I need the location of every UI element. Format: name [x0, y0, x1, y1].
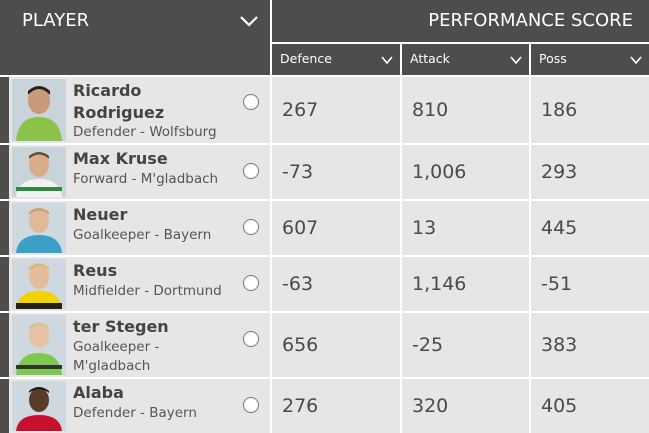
chevron-down-icon[interactable] — [629, 53, 643, 67]
attack-cell: -25 — [402, 313, 529, 377]
player-name: Max Kruse — [73, 149, 168, 168]
attack-cell: 1,006 — [402, 145, 529, 199]
player-photo — [12, 315, 66, 375]
defence-cell: 656 — [272, 313, 400, 377]
chevron-down-icon[interactable] — [509, 53, 523, 67]
player-select-radio[interactable] — [243, 397, 259, 413]
player-photo — [12, 203, 66, 253]
table-row: Ricardo Rodriguez Defender - Wolfsburg 26… — [0, 77, 649, 143]
row-gutter — [0, 379, 9, 433]
poss-header-label: Poss — [539, 51, 567, 66]
performance-header-label: PERFORMANCE SCORE — [428, 10, 633, 31]
chevron-down-icon[interactable] — [380, 53, 394, 67]
poss-cell: 405 — [531, 379, 649, 433]
player-name: Alaba — [73, 383, 124, 402]
defence-cell: 607 — [272, 201, 400, 255]
player-header-label: PLAYER — [22, 10, 90, 31]
table-row: Neuer Goalkeeper - Bayern 607 13 445 — [0, 201, 649, 255]
row-gutter — [0, 201, 9, 255]
player-position-club: Defender - Wolfsburg — [73, 124, 217, 140]
player-cell: Ricardo Rodriguez Defender - Wolfsburg — [9, 77, 270, 143]
player-position-club: Forward - M'gladbach — [73, 171, 219, 187]
player-cell: Max Kruse Forward - M'gladbach — [9, 145, 270, 199]
table-row: ter Stegen Goalkeeper - M'gladbach 656 -2… — [0, 313, 649, 377]
poss-cell: 383 — [531, 313, 649, 377]
defence-cell: 276 — [272, 379, 400, 433]
player-name: Ricardo Rodriguez — [73, 81, 165, 122]
table-row: Max Kruse Forward - M'gladbach -73 1,006… — [0, 145, 649, 199]
row-gutter — [0, 257, 9, 311]
player-position-club: Goalkeeper - M'gladbach — [73, 339, 160, 374]
row-gutter — [0, 145, 9, 199]
poss-cell: 293 — [531, 145, 649, 199]
defence-header-label: Defence — [280, 51, 332, 66]
player-position-club: Midfielder - Dortmund — [73, 283, 222, 299]
player-select-radio[interactable] — [243, 163, 259, 179]
defence-cell: -73 — [272, 145, 400, 199]
chevron-down-icon[interactable] — [238, 10, 260, 32]
defence-column-header[interactable]: Defence — [272, 44, 400, 75]
defence-cell: 267 — [272, 77, 400, 143]
attack-cell: 320 — [402, 379, 529, 433]
attack-cell: 810 — [402, 77, 529, 143]
player-photo — [12, 259, 66, 309]
poss-cell: 445 — [531, 201, 649, 255]
player-select-radio[interactable] — [243, 94, 259, 110]
poss-cell: -51 — [531, 257, 649, 311]
player-cell: Reus Midfielder - Dortmund — [9, 257, 270, 311]
poss-column-header[interactable]: Poss — [531, 44, 649, 75]
player-name: Neuer — [73, 205, 128, 224]
attack-column-header[interactable]: Attack — [402, 44, 529, 75]
row-gutter — [0, 77, 9, 143]
player-column-header[interactable]: PLAYER — [0, 0, 270, 75]
attack-cell: 13 — [402, 201, 529, 255]
defence-cell: -63 — [272, 257, 400, 311]
player-position-club: Goalkeeper - Bayern — [73, 227, 212, 243]
player-select-radio[interactable] — [243, 219, 259, 235]
player-name: ter Stegen — [73, 317, 169, 336]
player-photo — [12, 79, 66, 141]
player-photo — [12, 381, 66, 431]
player-select-radio[interactable] — [243, 275, 259, 291]
player-cell: ter Stegen Goalkeeper - M'gladbach — [9, 313, 270, 377]
table-row: Reus Midfielder - Dortmund -63 1,146 -51 — [0, 257, 649, 311]
performance-score-header: PERFORMANCE SCORE — [272, 0, 649, 42]
player-cell: Alaba Defender - Bayern — [9, 379, 270, 433]
player-name: Reus — [73, 261, 118, 280]
player-photo — [12, 147, 66, 197]
attack-cell: 1,146 — [402, 257, 529, 311]
attack-header-label: Attack — [410, 51, 450, 66]
poss-cell: 186 — [531, 77, 649, 143]
player-select-radio[interactable] — [243, 331, 259, 347]
row-gutter — [0, 313, 9, 377]
player-position-club: Defender - Bayern — [73, 405, 197, 421]
table-row: Alaba Defender - Bayern 276 320 405 — [0, 379, 649, 433]
player-cell: Neuer Goalkeeper - Bayern — [9, 201, 270, 255]
